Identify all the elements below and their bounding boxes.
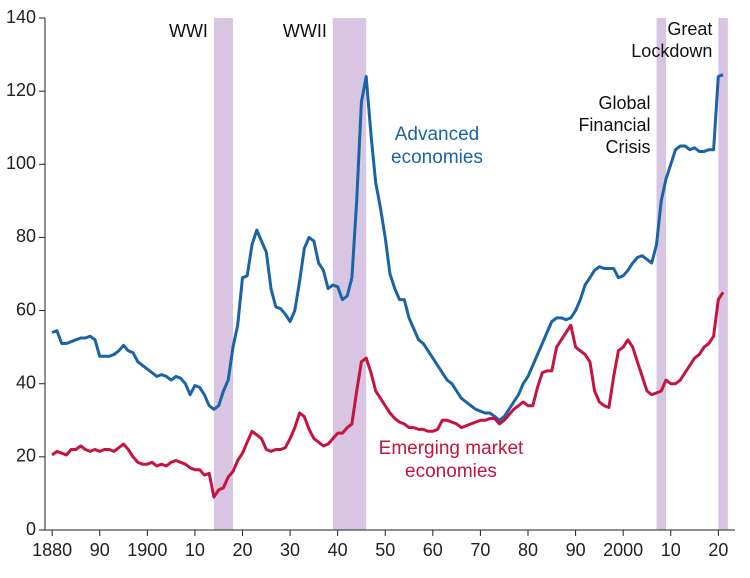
y-tick-label: 120 [6, 80, 36, 100]
shaded-period [718, 18, 728, 530]
x-tick-label: 50 [375, 540, 395, 560]
x-tick-label: 90 [566, 540, 586, 560]
period-label: WWI [168, 21, 208, 41]
period-label: WWII [282, 21, 327, 41]
shaded-period [213, 18, 233, 530]
x-tick-label: 30 [280, 540, 300, 560]
period-label: Great Lockdown [631, 19, 713, 61]
x-tick-label: 1900 [127, 540, 167, 560]
y-tick-label: 80 [16, 226, 36, 246]
x-tick-label: 60 [423, 540, 443, 560]
series-line [51, 291, 725, 499]
series-label: Emerging market economies [378, 438, 524, 482]
x-tick-label: 90 [90, 540, 110, 560]
x-tick-label: 1880 [32, 540, 72, 560]
x-tick-label: 20 [232, 540, 252, 560]
x-tick-label: 20 [708, 540, 728, 560]
shaded-period [656, 18, 666, 530]
x-tick-label: 10 [661, 540, 681, 560]
y-tick-label: 40 [16, 372, 36, 392]
x-tick-label: 80 [518, 540, 538, 560]
series-label: Advanced economies [391, 124, 483, 168]
x-tick-label: 70 [470, 540, 490, 560]
x-tick-label: 2000 [603, 540, 643, 560]
y-tick-label: 20 [16, 446, 36, 466]
x-tick-label: 40 [328, 540, 348, 560]
shaded-period [332, 18, 367, 530]
y-tick-label: 100 [6, 153, 36, 173]
period-label: Global Financial Crisis [578, 93, 651, 157]
y-tick-label: 140 [6, 7, 36, 27]
y-tick-label: 0 [26, 519, 36, 539]
series-line [51, 73, 724, 422]
x-tick-label: 10 [185, 540, 205, 560]
y-tick-label: 60 [16, 299, 36, 319]
